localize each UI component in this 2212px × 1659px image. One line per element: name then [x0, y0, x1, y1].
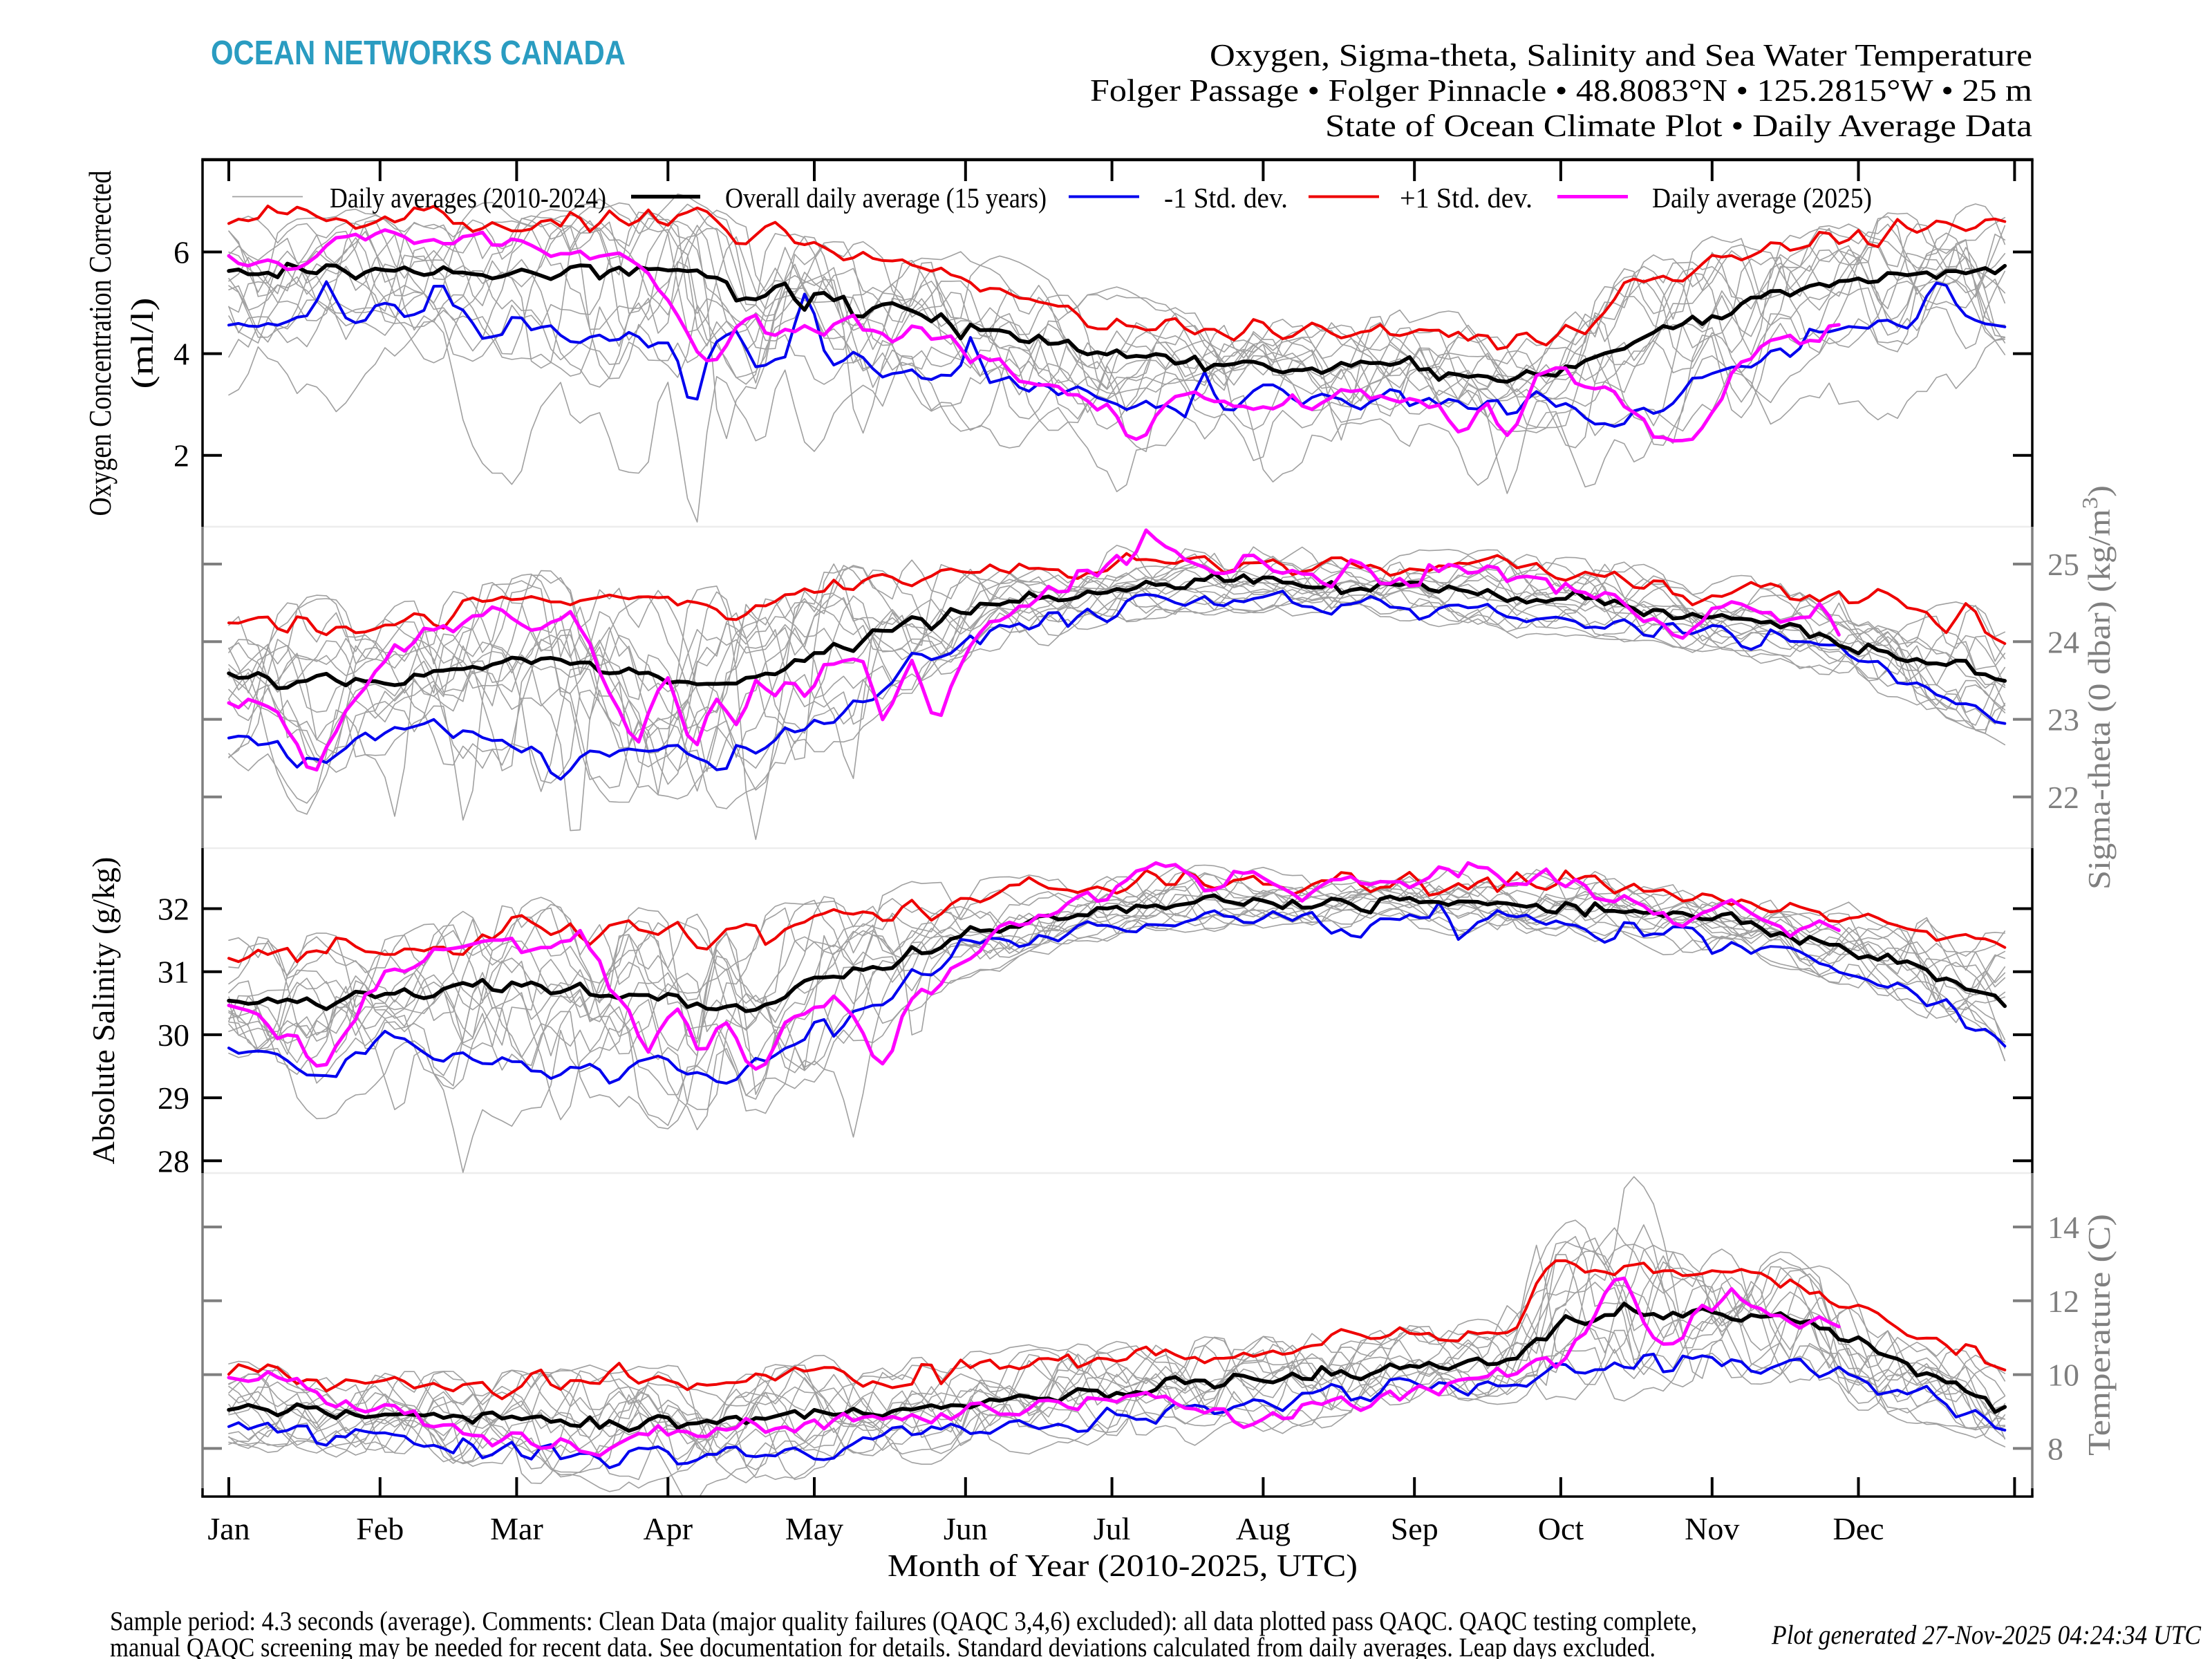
svg-text:22: 22	[2047, 780, 2079, 815]
svg-text:State of Ocean Climate Plot •: State of Ocean Climate Plot • Daily Aver…	[1325, 108, 2032, 143]
svg-text:(ml/l): (ml/l)	[124, 298, 160, 389]
svg-text:manual QAQC screening may be n: manual QAQC screening may be needed for …	[110, 1633, 1656, 1659]
svg-text:Sigma-theta (0 dbar) (kg/m3): Sigma-theta (0 dbar) (kg/m3)	[2077, 485, 2117, 890]
svg-text:Temperature (C): Temperature (C)	[2081, 1214, 2117, 1456]
svg-text:Absolute Salinity (g/kg): Absolute Salinity (g/kg)	[86, 857, 121, 1165]
svg-text:Apr: Apr	[643, 1511, 693, 1546]
svg-text:Sep: Sep	[1391, 1511, 1438, 1546]
svg-text:Plot generated 27-Nov-2025 04:: Plot generated 27-Nov-2025 04:24:34 UTC	[1771, 1620, 2202, 1650]
svg-text:Daily average (2025): Daily average (2025)	[1652, 182, 1872, 214]
svg-text:-1 Std. dev.: -1 Std. dev.	[1164, 182, 1288, 214]
svg-text:Overall daily average (15 year: Overall daily average (15 years)	[725, 182, 1047, 214]
svg-text:Aug: Aug	[1236, 1511, 1291, 1546]
svg-text:23: 23	[2047, 702, 2079, 738]
svg-text:Jan: Jan	[207, 1511, 250, 1546]
svg-text:Daily averages (2010-2024): Daily averages (2010-2024)	[330, 182, 606, 214]
svg-text:24: 24	[2047, 624, 2079, 659]
svg-text:Dec: Dec	[1833, 1511, 1884, 1546]
svg-text:OCEAN NETWORKS CANADA: OCEAN NETWORKS CANADA	[211, 35, 626, 72]
svg-text:Oxygen, Sigma-theta, Salinity: Oxygen, Sigma-theta, Salinity and Sea Wa…	[1210, 37, 2032, 73]
svg-text:28: 28	[158, 1143, 189, 1179]
svg-text:Jul: Jul	[1094, 1511, 1131, 1546]
svg-text:2: 2	[174, 438, 189, 474]
svg-text:32: 32	[158, 892, 189, 927]
svg-text:May: May	[785, 1511, 843, 1546]
svg-text:Nov: Nov	[1685, 1511, 1739, 1546]
svg-text:Oxygen Concentration Corrected: Oxygen Concentration Corrected	[82, 170, 118, 516]
svg-text:Oct: Oct	[1538, 1511, 1584, 1546]
svg-text:12: 12	[2047, 1284, 2079, 1319]
svg-text:6: 6	[174, 235, 189, 270]
svg-text:8: 8	[2047, 1431, 2063, 1466]
svg-text:Folger Passage • Folger Pinnac: Folger Passage • Folger Pinnacle • 48.80…	[1090, 73, 2032, 108]
svg-text:Jun: Jun	[944, 1511, 988, 1546]
svg-text:30: 30	[158, 1018, 189, 1053]
svg-text:29: 29	[158, 1080, 189, 1116]
svg-text:10: 10	[2047, 1358, 2079, 1393]
svg-text:14: 14	[2047, 1210, 2079, 1245]
svg-text:Feb: Feb	[356, 1511, 404, 1546]
svg-text:+1 Std. dev.: +1 Std. dev.	[1400, 182, 1533, 214]
svg-text:Month of Year (2010-2025, UTC): Month of Year (2010-2025, UTC)	[888, 1548, 1358, 1583]
svg-text:4: 4	[174, 337, 189, 372]
svg-text:Sample period: 4.3 seconds (av: Sample period: 4.3 seconds (average). Co…	[110, 1606, 1697, 1636]
svg-text:25: 25	[2047, 547, 2079, 582]
svg-text:31: 31	[158, 955, 189, 990]
svg-text:Mar: Mar	[490, 1511, 543, 1546]
